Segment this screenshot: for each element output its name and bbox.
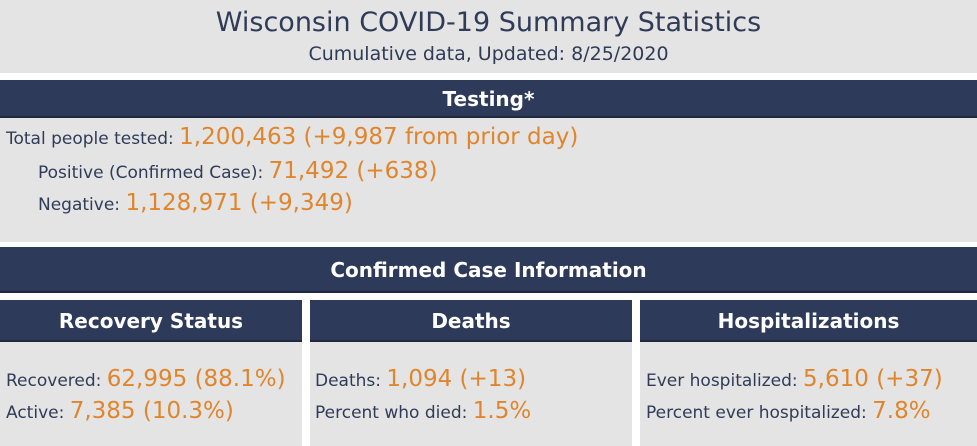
hospitalizations-header: Hospitalizations — [640, 300, 977, 342]
hospitalizations-heading: Hospitalizations — [717, 309, 900, 333]
confirmed-case-section-header: Confirmed Case Information — [0, 247, 977, 293]
ever-hospitalized-row: Ever hospitalized: 5,610 (+37) — [646, 366, 943, 392]
deaths-header: Deaths — [310, 300, 632, 342]
deaths-row: Deaths: 1,094 (+13) — [315, 366, 526, 392]
confirmed-case-heading: Confirmed Case Information — [330, 258, 647, 282]
testing-panel — [0, 118, 977, 242]
total-tested-label: Total people tested: — [6, 129, 180, 149]
page-title: Wisconsin COVID-19 Summary Statistics — [215, 7, 762, 38]
positive-row: Positive (Confirmed Case): 71,492 (+638) — [38, 158, 438, 184]
percent-died-label: Percent who died: — [315, 403, 473, 423]
negative-label: Negative: — [38, 195, 126, 215]
recovery-status-heading: Recovery Status — [58, 309, 244, 333]
recovery-panel — [0, 342, 302, 446]
positive-label: Positive (Confirmed Case): — [38, 163, 269, 183]
page-subtitle: Cumulative data, Updated: 8/25/2020 — [308, 43, 669, 65]
ever-hospitalized-value: 5,610 (+37) — [803, 366, 943, 392]
negative-value: 1,128,971 (+9,349) — [125, 190, 353, 216]
total-tested-value: 1,200,463 (+9,987 from prior day) — [179, 124, 579, 150]
negative-row: Negative: 1,128,971 (+9,349) — [38, 190, 353, 216]
deaths-panel — [310, 342, 632, 446]
hospitalizations-panel — [640, 342, 977, 446]
percent-hospitalized-value: 7.8% — [872, 398, 931, 424]
percent-hospitalized-label: Percent ever hospitalized: — [646, 403, 873, 423]
percent-died-row: Percent who died: 1.5% — [315, 398, 531, 424]
deaths-label: Deaths: — [315, 371, 387, 391]
positive-value: 71,492 (+638) — [268, 158, 438, 184]
deaths-heading: Deaths — [431, 309, 511, 333]
active-row: Active: 7,385 (10.3%) — [6, 398, 234, 424]
testing-heading: Testing* — [442, 87, 535, 111]
percent-hospitalized-row: Percent ever hospitalized: 7.8% — [646, 398, 931, 424]
active-label: Active: — [6, 403, 70, 423]
percent-died-value: 1.5% — [472, 398, 532, 424]
testing-section-header: Testing* — [0, 80, 977, 118]
recovery-status-header: Recovery Status — [0, 300, 302, 342]
recovered-row: Recovered: 62,995 (88.1%) — [6, 366, 286, 392]
recovered-value: 62,995 (88.1%) — [106, 366, 286, 392]
ever-hospitalized-label: Ever hospitalized: — [646, 371, 804, 391]
recovered-label: Recovered: — [6, 371, 107, 391]
summary-header: Wisconsin COVID-19 Summary Statistics Cu… — [0, 0, 977, 73]
active-value: 7,385 (10.3%) — [69, 398, 234, 424]
total-tested-row: Total people tested: 1,200,463 (+9,987 f… — [6, 124, 578, 150]
deaths-value: 1,094 (+13) — [386, 366, 527, 392]
